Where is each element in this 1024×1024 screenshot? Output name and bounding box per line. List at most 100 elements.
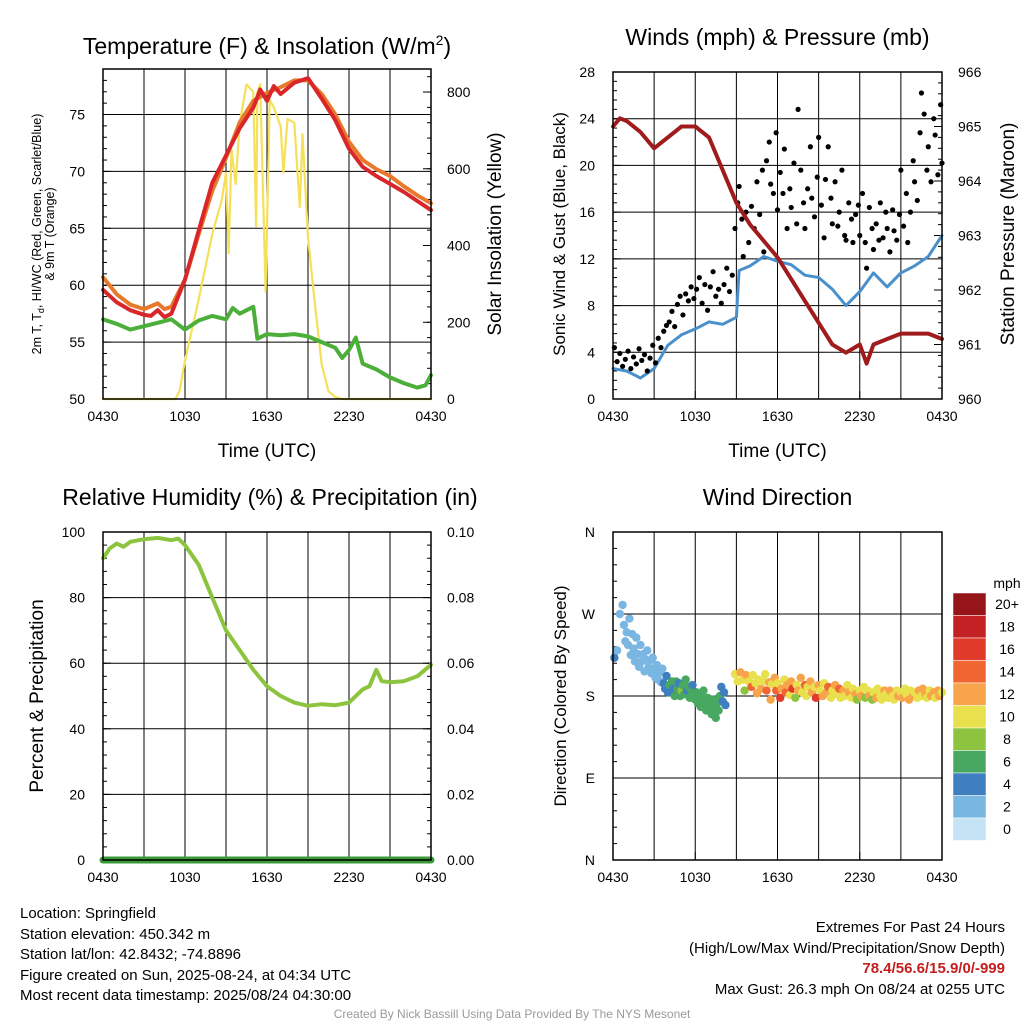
legend-swatch bbox=[952, 795, 987, 819]
gust-point bbox=[876, 237, 882, 243]
gust-point bbox=[685, 298, 691, 304]
gust-point bbox=[925, 144, 931, 150]
direction-point bbox=[711, 713, 721, 723]
gust-point bbox=[781, 146, 787, 152]
station-latlon: Station lat/lon: 42.8432; -74.8896 bbox=[20, 946, 242, 963]
y-tick-label: 80 bbox=[69, 590, 85, 606]
y-tick-label-right: 961 bbox=[958, 337, 982, 353]
gust-point bbox=[901, 223, 907, 229]
wind-speed-line bbox=[611, 234, 944, 380]
gust-point bbox=[688, 284, 694, 290]
gust-point bbox=[650, 342, 656, 348]
y-tick-label-right: 965 bbox=[958, 119, 982, 135]
gust-point bbox=[614, 359, 620, 365]
direction-point bbox=[662, 671, 671, 681]
plot-frame bbox=[612, 71, 943, 400]
direction-point bbox=[625, 614, 634, 623]
y-tick-label-right: 200 bbox=[447, 314, 471, 330]
latest-data-timestamp: Most recent data timestamp: 2025/08/24 0… bbox=[20, 987, 352, 1004]
extremes-values: 78.4/56.6/15.9/0/-999 bbox=[862, 960, 1005, 977]
y-tick-label-right: 966 bbox=[958, 64, 982, 80]
gust-point bbox=[884, 225, 890, 232]
legend-label: 0 bbox=[1003, 821, 1011, 837]
gust-point bbox=[896, 211, 903, 218]
x-tick-label: 1030 bbox=[680, 869, 711, 885]
temp-x-axis-label: Time (UTC) bbox=[218, 441, 317, 462]
legend-label: 6 bbox=[1003, 754, 1011, 770]
legend-swatch bbox=[952, 705, 987, 729]
gust-point bbox=[754, 179, 760, 185]
gust-point bbox=[625, 348, 631, 354]
gust-point bbox=[905, 239, 911, 246]
x-tick-label: 2230 bbox=[333, 869, 364, 885]
gust-point bbox=[774, 207, 781, 213]
gust-point bbox=[822, 176, 829, 183]
temp-y-axis-label-line1: 2m T, Td, HI/WC (Red, Green, Scarlet/Blu… bbox=[30, 114, 46, 355]
gust-point bbox=[816, 134, 822, 140]
gust-point bbox=[805, 186, 811, 192]
gust-point bbox=[807, 144, 814, 150]
wind-panel-title: Winds (mph) & Pressure (mb) bbox=[625, 24, 929, 50]
gust-point bbox=[732, 225, 738, 232]
y-tick-label: 20 bbox=[579, 157, 595, 173]
direction-point bbox=[658, 664, 667, 673]
gust-point bbox=[843, 237, 849, 243]
y-tick-label: 50 bbox=[69, 391, 85, 407]
legend-swatch bbox=[952, 615, 987, 639]
speed-legend-title: mph bbox=[993, 575, 1020, 591]
gust-point bbox=[710, 269, 716, 275]
gust-point bbox=[707, 284, 713, 290]
y-tick-label: 28 bbox=[579, 64, 595, 80]
gust-point bbox=[928, 179, 934, 185]
gust-point bbox=[619, 363, 626, 369]
gust-point bbox=[748, 203, 755, 209]
y-tick-label: 70 bbox=[69, 163, 85, 179]
x-tick-label: 0430 bbox=[415, 408, 446, 424]
gust-point bbox=[699, 300, 705, 306]
y-tick-label: 20 bbox=[69, 786, 85, 802]
y-tick-label-right: 600 bbox=[447, 161, 471, 177]
direction-point bbox=[626, 650, 636, 660]
direction-point bbox=[776, 693, 785, 703]
gust-point bbox=[853, 211, 859, 218]
temp-y-axis-label-right-text: Solar Insolation (Yellow) bbox=[485, 132, 506, 335]
temperature-panel-title: Temperature (F) & Insolation (W/m2) bbox=[83, 32, 451, 59]
gust-point bbox=[680, 312, 686, 318]
gust-point bbox=[641, 352, 648, 358]
x-tick-label: 0430 bbox=[415, 869, 446, 885]
gust-point bbox=[802, 225, 808, 232]
gust-point bbox=[715, 286, 722, 292]
y-tick-label-right: 962 bbox=[958, 282, 982, 298]
humidity-series-line bbox=[101, 535, 433, 708]
legend-label: 18 bbox=[999, 619, 1015, 635]
direction-point bbox=[615, 609, 625, 619]
gust-point bbox=[674, 301, 681, 308]
pressure-line bbox=[611, 116, 944, 366]
legend-swatch bbox=[952, 637, 987, 661]
x-tick-label: 1030 bbox=[169, 408, 200, 424]
gust-point bbox=[907, 209, 914, 215]
y-tick-label: 40 bbox=[69, 721, 85, 737]
gust-point bbox=[759, 167, 766, 173]
gust-point bbox=[917, 130, 923, 136]
gust-point bbox=[658, 345, 664, 351]
direction-point bbox=[688, 680, 697, 690]
direction-point bbox=[762, 686, 771, 695]
gust-point bbox=[850, 239, 856, 246]
gust-point bbox=[859, 190, 866, 197]
gust-point bbox=[795, 106, 801, 112]
y-tick-label: 24 bbox=[579, 111, 595, 127]
direction-point bbox=[740, 686, 749, 695]
legend-label: 16 bbox=[999, 641, 1015, 657]
x-tick-label: 0430 bbox=[87, 408, 118, 424]
gust-point bbox=[828, 195, 834, 201]
gust-point bbox=[721, 281, 727, 288]
y-tick-label-right: 964 bbox=[958, 173, 982, 189]
gust-point bbox=[839, 167, 845, 173]
gust-point bbox=[911, 179, 918, 185]
gust-point bbox=[636, 346, 642, 352]
y-tick-label: 60 bbox=[69, 277, 85, 293]
wind-panel: 0430 1030 1630 2230 043004812162024289609619… bbox=[550, 24, 1019, 462]
gust-point bbox=[628, 366, 634, 372]
